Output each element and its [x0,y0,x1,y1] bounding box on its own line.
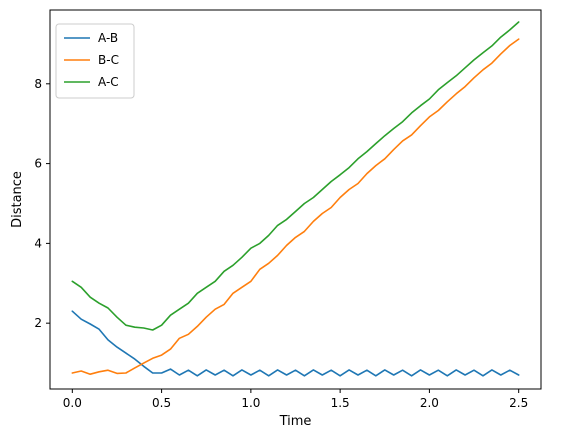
series-line-b-c [71,38,520,376]
x-tick-label: 0.5 [152,396,171,410]
x-axis-label: Time [279,414,312,429]
series-line-a-b [71,310,520,377]
legend-label: B-C [98,53,119,67]
y-tick-label: 4 [34,236,42,250]
series-line-a-c [71,21,520,331]
legend-label: A-B [98,31,118,45]
y-tick-label: 2 [34,316,42,330]
plot-frame [49,9,542,390]
y-axis-label: Distance [10,171,25,228]
x-tick-label: 2.0 [420,396,439,410]
x-axis: 0.0 0.5 1.0 1.5 2.0 2.5 [63,389,528,410]
y-tick-label: 6 [34,157,42,171]
y-tick-label: 8 [34,77,42,91]
y-axis: 2 4 6 8 [34,77,50,330]
series-layer [71,21,520,377]
x-tick-label: 1.0 [241,396,260,410]
legend: A-B B-C A-C [55,23,135,99]
legend-box [55,23,135,99]
x-tick-label: 1.5 [331,396,350,410]
legend-label: A-C [98,75,119,89]
x-tick-label: 2.5 [509,396,528,410]
x-tick-label: 0.0 [63,396,82,410]
